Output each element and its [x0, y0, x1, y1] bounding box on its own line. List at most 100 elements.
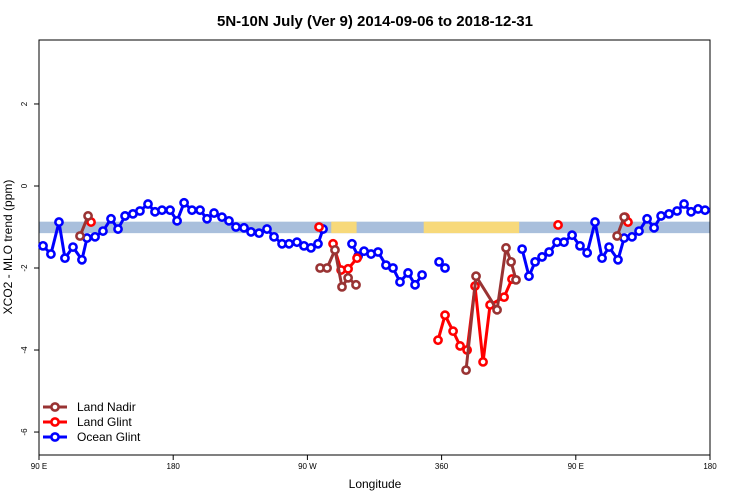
data-point [98, 226, 108, 236]
data-point [90, 231, 100, 242]
x-tick-label: 90 E [568, 462, 584, 471]
y-tick-label: 2 [20, 101, 29, 106]
data-point [313, 238, 323, 249]
data-point [343, 263, 354, 274]
data-point [179, 197, 189, 208]
data-point [351, 279, 361, 290]
data-point [499, 292, 509, 303]
data-point [455, 341, 465, 351]
x-tick-label: 180 [167, 462, 181, 471]
data-point [373, 247, 383, 257]
y-tick-label: -6 [20, 428, 29, 436]
data-point [471, 271, 481, 282]
data-point [440, 263, 450, 273]
data-point [524, 271, 534, 282]
x-tick-label: 360 [435, 462, 449, 471]
y-tick-label: -4 [20, 346, 29, 354]
data-point [306, 243, 316, 253]
y-axis-label: XCO2 - MLO trend (ppm) [1, 180, 15, 315]
data-point [337, 281, 347, 292]
data-point [433, 335, 443, 346]
data-point [511, 274, 521, 285]
data-point [68, 242, 78, 252]
x-tick-label: 180 [703, 462, 717, 471]
legend-label: Land Glint [77, 415, 132, 429]
data-point [269, 231, 279, 242]
data-point [501, 243, 511, 253]
data-point [75, 231, 85, 241]
legend-marker [50, 417, 60, 427]
data-point [217, 212, 227, 223]
data-point [417, 270, 427, 280]
data-point [582, 247, 593, 258]
data-point [106, 213, 116, 224]
data-point [284, 238, 294, 249]
data-point [77, 254, 87, 265]
data-point [537, 252, 548, 262]
data-point [612, 231, 623, 241]
data-point [619, 212, 630, 223]
legend-marker [50, 432, 60, 442]
data-point [187, 205, 197, 216]
data-point [209, 208, 219, 218]
data-point [352, 253, 362, 264]
data-point [195, 205, 205, 216]
data-point [553, 220, 563, 230]
data-point [113, 224, 123, 234]
data-point [434, 256, 444, 267]
data-point [559, 237, 569, 248]
data-point [395, 277, 405, 287]
data-point [672, 206, 682, 216]
data-point [314, 222, 324, 232]
data-point [575, 240, 585, 251]
data-point [656, 211, 666, 221]
land-span [423, 221, 520, 234]
x-axis-label: Longitude [349, 477, 402, 491]
data-point [330, 245, 340, 255]
data-point [120, 211, 130, 221]
data-point [700, 205, 710, 216]
data-point [634, 226, 644, 236]
background-band [39, 221, 710, 234]
data-point [388, 263, 398, 273]
data-point [135, 206, 145, 216]
data-point [202, 213, 212, 224]
data-point [224, 215, 234, 226]
data-point [597, 253, 607, 264]
data-point [478, 357, 488, 367]
data-point [231, 222, 241, 232]
data-point [604, 242, 614, 252]
legend-label: Land Nadir [77, 400, 136, 414]
data-point [649, 222, 659, 233]
data-point [613, 254, 623, 265]
data-point [83, 211, 93, 221]
data-point [60, 253, 70, 264]
y-tick-label: 0 [20, 183, 29, 188]
data-point [246, 227, 256, 237]
data-point [567, 230, 577, 241]
data-point [38, 240, 48, 251]
data-point [262, 224, 272, 234]
x-tick-label: 90 E [31, 462, 47, 471]
data-point [410, 279, 420, 290]
data-point [440, 310, 450, 321]
data-point [172, 215, 182, 226]
chart-title: 5N-10N July (Ver 9) 2014-09-06 to 2018-1… [217, 13, 533, 30]
data-point [54, 217, 64, 227]
data-point [544, 247, 555, 257]
data-point [517, 244, 528, 255]
legend-marker [50, 402, 60, 412]
data-point [239, 222, 249, 233]
data-point [506, 256, 516, 267]
data-point [679, 199, 689, 209]
x-tick-label: 90 W [298, 462, 317, 471]
data-point [627, 231, 637, 242]
data-point [347, 238, 357, 249]
data-point [165, 205, 175, 216]
y-tick-label: -2 [20, 264, 29, 272]
data-point [143, 199, 153, 209]
data-point [292, 237, 302, 248]
legend-label: Ocean Glint [77, 430, 141, 444]
data-point [343, 272, 354, 283]
